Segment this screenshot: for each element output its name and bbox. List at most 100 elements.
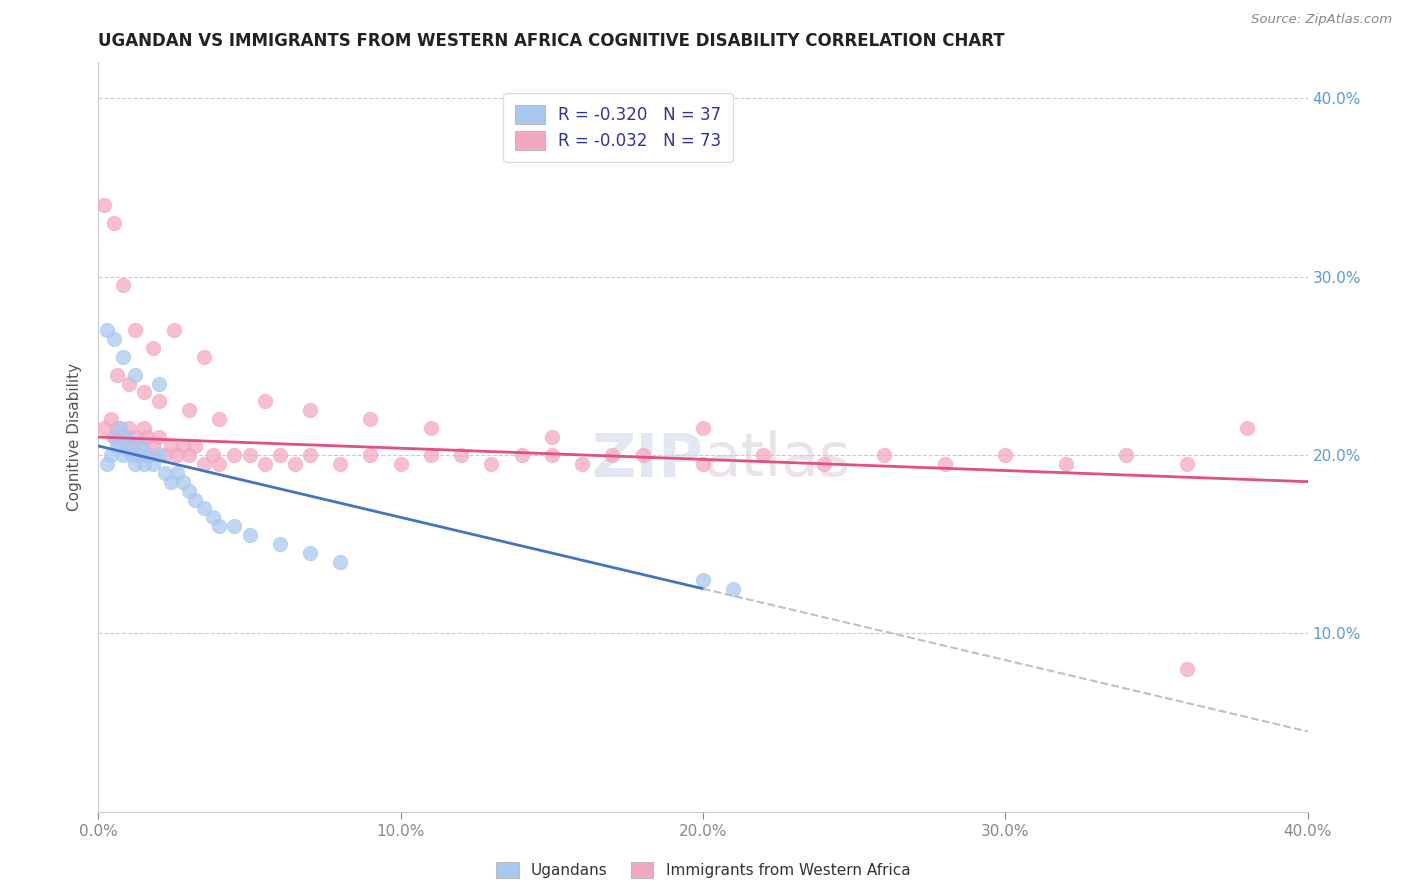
Point — [105, 368, 128, 382]
Point — [96, 457, 118, 471]
Point — [166, 466, 188, 480]
Y-axis label: Cognitive Disability: Cognitive Disability — [67, 363, 83, 511]
Point — [105, 421, 128, 435]
Legend: Ugandans, Immigrants from Western Africa: Ugandans, Immigrants from Western Africa — [489, 856, 917, 884]
Point — [114, 430, 136, 444]
Point — [148, 376, 170, 391]
Point — [93, 421, 115, 435]
Point — [994, 448, 1017, 462]
Point — [127, 448, 149, 462]
Point — [108, 421, 131, 435]
Point — [481, 457, 503, 471]
Point — [121, 439, 143, 453]
Point — [108, 439, 131, 453]
Point — [873, 448, 896, 462]
Point — [253, 394, 276, 409]
Point — [103, 430, 125, 444]
Point — [129, 439, 152, 453]
Point — [132, 457, 155, 471]
Point — [202, 448, 225, 462]
Point — [224, 448, 246, 462]
Text: ZIP: ZIP — [591, 430, 703, 489]
Point — [135, 430, 157, 444]
Point — [571, 457, 593, 471]
Point — [124, 457, 146, 471]
Point — [1236, 421, 1258, 435]
Point — [299, 546, 322, 560]
Point — [1054, 457, 1077, 471]
Point — [124, 368, 146, 382]
Point — [202, 510, 225, 524]
Point — [184, 439, 207, 453]
Point — [111, 350, 134, 364]
Text: Source: ZipAtlas.com: Source: ZipAtlas.com — [1251, 13, 1392, 27]
Point — [121, 448, 143, 462]
Point — [540, 430, 562, 444]
Point — [253, 457, 276, 471]
Point — [111, 278, 134, 293]
Point — [184, 492, 207, 507]
Point — [360, 448, 382, 462]
Point — [111, 448, 134, 462]
Point — [420, 421, 443, 435]
Point — [631, 448, 654, 462]
Point — [208, 519, 231, 533]
Legend: R = -0.320   N = 37, R = -0.032   N = 73: R = -0.320 N = 37, R = -0.032 N = 73 — [503, 94, 734, 161]
Point — [269, 537, 291, 551]
Point — [166, 448, 188, 462]
Point — [139, 448, 162, 462]
Point — [540, 448, 562, 462]
Point — [692, 457, 714, 471]
Point — [179, 483, 201, 498]
Point — [239, 528, 262, 542]
Point — [360, 412, 382, 426]
Point — [208, 457, 231, 471]
Point — [160, 439, 183, 453]
Point — [132, 385, 155, 400]
Point — [193, 350, 215, 364]
Point — [129, 439, 152, 453]
Point — [153, 466, 176, 480]
Point — [148, 394, 170, 409]
Point — [692, 421, 714, 435]
Text: atlas: atlas — [703, 430, 851, 489]
Point — [118, 421, 141, 435]
Point — [103, 216, 125, 230]
Point — [224, 519, 246, 533]
Point — [723, 582, 745, 596]
Point — [103, 332, 125, 346]
Point — [1115, 448, 1137, 462]
Point — [163, 323, 186, 337]
Point — [193, 457, 215, 471]
Point — [239, 448, 262, 462]
Point — [93, 198, 115, 212]
Point — [299, 403, 322, 417]
Point — [813, 457, 835, 471]
Point — [124, 430, 146, 444]
Point — [1175, 457, 1198, 471]
Point — [127, 448, 149, 462]
Point — [172, 475, 194, 489]
Point — [752, 448, 775, 462]
Point — [148, 430, 170, 444]
Point — [299, 448, 322, 462]
Point — [111, 430, 134, 444]
Point — [100, 412, 122, 426]
Point — [124, 323, 146, 337]
Point — [142, 457, 165, 471]
Point — [160, 475, 183, 489]
Point — [118, 439, 141, 453]
Point — [692, 573, 714, 587]
Point — [420, 448, 443, 462]
Point — [329, 457, 352, 471]
Point — [179, 448, 201, 462]
Point — [132, 421, 155, 435]
Point — [284, 457, 307, 471]
Point — [135, 448, 157, 462]
Point — [100, 448, 122, 462]
Point — [1175, 662, 1198, 676]
Point — [103, 430, 125, 444]
Point — [142, 439, 165, 453]
Point — [172, 439, 194, 453]
Point — [142, 341, 165, 355]
